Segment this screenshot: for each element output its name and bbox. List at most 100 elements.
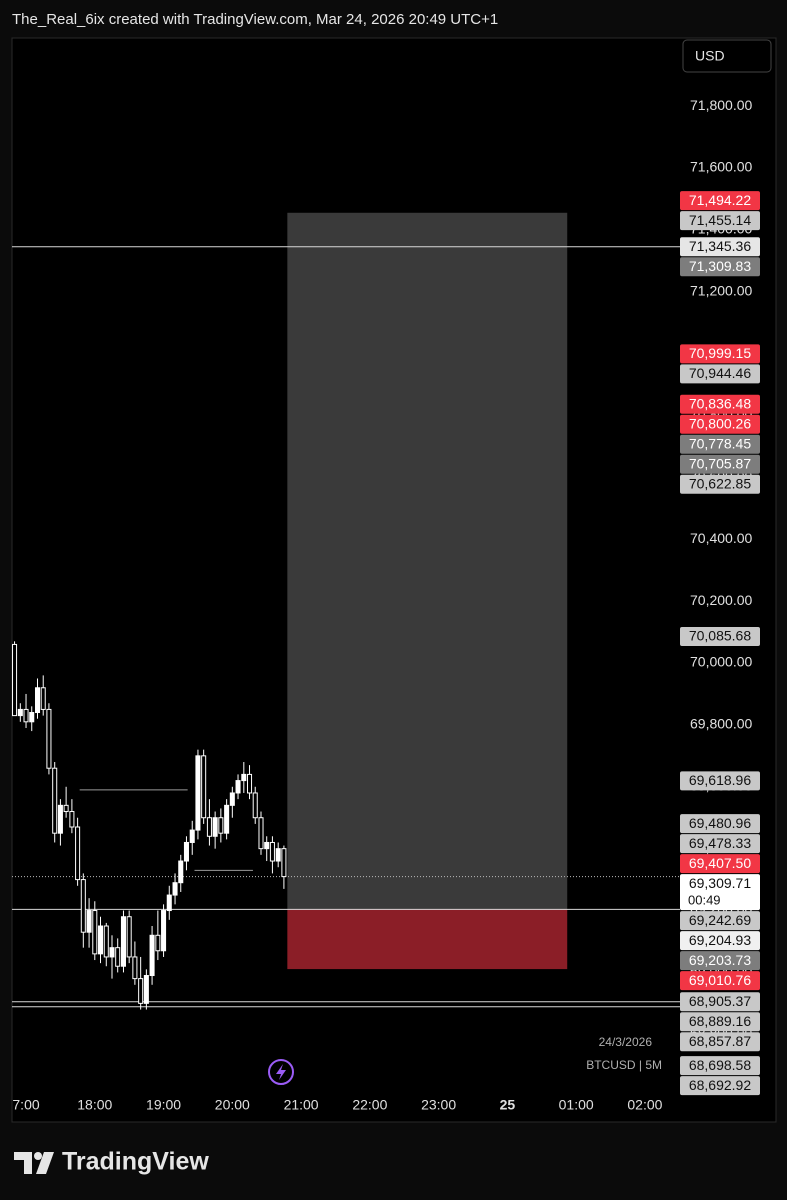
x-tick-label: 18:00 [77, 1097, 112, 1113]
assistant-icon[interactable] [268, 1059, 294, 1085]
target-zone [287, 212, 568, 910]
candle-body [189, 829, 195, 843]
price-tag [680, 237, 760, 257]
price-tag [680, 434, 760, 454]
candle-body [206, 817, 212, 837]
tradingview-logo [14, 1152, 54, 1174]
price-tag [680, 814, 760, 834]
x-tick-label: 23:00 [421, 1097, 456, 1113]
price-tag-label: 68,692.92 [689, 1077, 751, 1093]
price-tag-label: 71,345.36 [689, 238, 751, 254]
candle-body [166, 894, 172, 912]
price-tag-label: 69,204.93 [689, 932, 751, 948]
price-tag-label: 70,778.45 [689, 435, 751, 451]
candle-body [138, 978, 144, 1004]
candle-body [12, 643, 18, 717]
price-tag-label: 70,622.85 [689, 475, 751, 491]
candle-body [218, 817, 224, 834]
price-tag [680, 257, 760, 277]
candle-body [40, 687, 46, 710]
price-tag [680, 834, 760, 854]
candle-body [63, 804, 69, 813]
currency-button[interactable] [682, 39, 772, 73]
candle-body [115, 947, 121, 967]
candle-body [183, 841, 189, 862]
price-tag [680, 211, 760, 231]
x-tick-label: 19:00 [146, 1097, 181, 1113]
candle-body [92, 910, 98, 955]
y-tick-label: 69,800.00 [690, 716, 752, 732]
y-tick-label: 71,600.00 [690, 159, 752, 175]
candle-body [235, 780, 241, 794]
candle-body [69, 811, 75, 828]
x-tick-label: 21:00 [284, 1097, 319, 1113]
price-tag-label: 71,494.22 [689, 192, 751, 208]
price-tag-label: 69,407.50 [689, 855, 751, 871]
price-tag-label: 69,309.71 [689, 875, 751, 891]
y-tick-label: 70,400.00 [690, 530, 752, 546]
y-tick-label: 71,200.00 [690, 282, 752, 298]
candle-body [201, 755, 207, 819]
y-tick-label: 70,200.00 [690, 592, 752, 608]
price-countdown: 00:49 [688, 893, 721, 908]
price-tag-label: 68,889.16 [689, 1013, 751, 1029]
candle-body [155, 934, 161, 952]
price-tag [680, 971, 760, 991]
price-tag [680, 911, 760, 931]
price-tag [680, 474, 760, 494]
candle-body [143, 975, 149, 1004]
candle-body [17, 708, 23, 717]
x-tick-label: 22:00 [352, 1097, 387, 1113]
price-tag-label: 70,944.46 [689, 365, 751, 381]
currency-label: USD [695, 48, 725, 64]
attribution: The_Real_6ix created with TradingView.co… [12, 11, 498, 28]
price-tag-label: 70,999.15 [689, 345, 751, 361]
candle-body [212, 817, 218, 837]
candle-body [224, 804, 230, 834]
candle-body [34, 687, 41, 714]
candle-body [52, 767, 58, 834]
candle-body [86, 910, 92, 933]
x-tick-label: 01:00 [559, 1097, 594, 1113]
candle-body [126, 916, 132, 958]
x-tick-label: 02:00 [627, 1097, 662, 1113]
price-tag-label: 70,800.26 [689, 415, 751, 431]
price-tag [680, 874, 760, 911]
price-tag [680, 191, 760, 211]
candle-body [275, 848, 281, 862]
price-tag-label: 69,242.69 [689, 912, 751, 928]
price-tag [680, 1032, 760, 1052]
candle-body [149, 934, 155, 977]
price-tag-label: 69,203.73 [689, 952, 751, 968]
date-label: 24/3/2026 [599, 1035, 653, 1049]
price-tag-label: 70,705.87 [689, 455, 751, 471]
price-tag [680, 344, 760, 364]
candle-body [252, 792, 258, 819]
candle-body [264, 841, 270, 850]
candle-body [23, 708, 29, 723]
x-tick-label: 25 [500, 1097, 516, 1113]
candle-body [103, 925, 109, 958]
candle-body [258, 817, 264, 850]
price-tag-label: 71,309.83 [689, 258, 751, 274]
price-tag-label: 71,455.14 [689, 212, 751, 228]
candle-body [132, 956, 138, 980]
price-tag [680, 364, 760, 384]
price-tag-label: 68,857.87 [689, 1033, 751, 1049]
price-tag [680, 951, 760, 971]
candle-body [80, 879, 86, 933]
logo-dot [34, 1152, 42, 1160]
candle-body [57, 804, 63, 834]
price-tag [680, 627, 760, 647]
logo-slash [36, 1152, 54, 1174]
price-tag [680, 454, 760, 474]
price-tag-label: 69,478.33 [689, 835, 751, 851]
x-tick-label: 20:00 [215, 1097, 250, 1113]
candle-body [97, 925, 104, 955]
price-tag [680, 992, 760, 1012]
price-tag-label: 68,698.58 [689, 1057, 751, 1073]
price-tag [680, 1076, 760, 1096]
y-tick-label: 70,000.00 [690, 654, 752, 670]
price-tag-label: 68,905.37 [689, 993, 751, 1009]
